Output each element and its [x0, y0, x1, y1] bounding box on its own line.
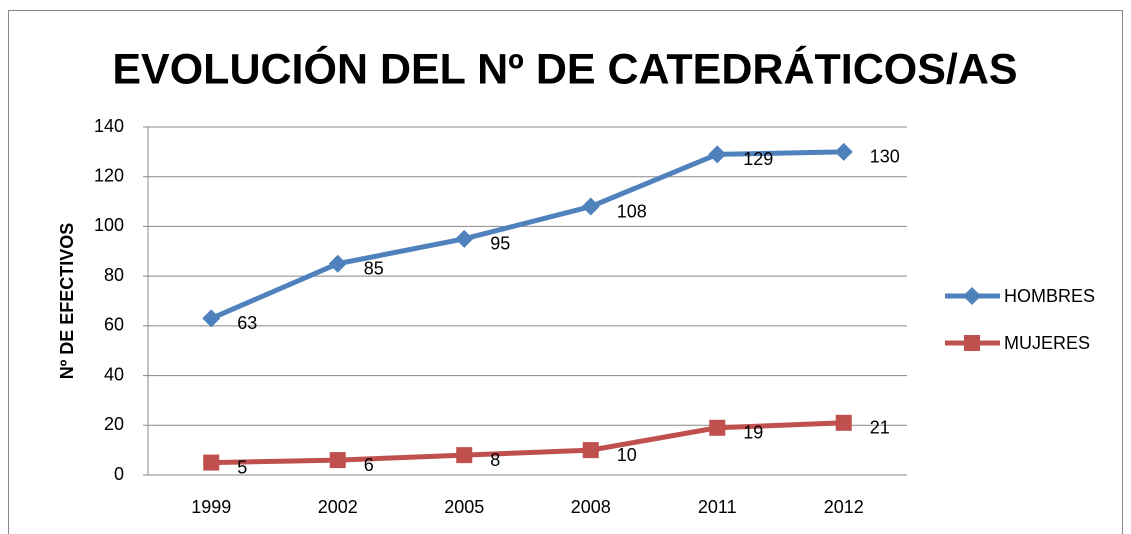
x-tick-label: 2012 [824, 497, 864, 517]
point-marker [455, 229, 474, 248]
y-tick-label: 60 [104, 315, 124, 335]
data-label: 10 [617, 445, 637, 465]
y-tick-label: 80 [104, 265, 124, 285]
point-marker [456, 447, 473, 464]
x-tick-label: 2005 [444, 497, 484, 517]
chart-title: EVOLUCIÓN DEL Nº DE CATEDRÁTICOS/AS [112, 44, 1017, 93]
legend-label: MUJERES [1004, 333, 1090, 353]
data-label: 21 [870, 418, 890, 438]
y-tick-label: 40 [104, 364, 124, 384]
point-marker [328, 254, 347, 273]
point-marker [329, 452, 346, 469]
legend-label: HOMBRES [1004, 286, 1095, 306]
y-tick-label: 140 [94, 116, 124, 136]
data-label: 108 [617, 201, 647, 221]
point-marker [202, 309, 221, 328]
point-marker [835, 414, 852, 431]
x-tick-label: 1999 [191, 497, 231, 517]
y-tick-label: 100 [94, 215, 124, 235]
point-marker [708, 145, 727, 164]
y-axis-label: Nº DE EFECTIVOS [57, 223, 77, 380]
data-label: 129 [743, 149, 773, 169]
y-tick-label: 120 [94, 165, 124, 185]
data-label: 5 [237, 457, 247, 477]
point-marker [581, 197, 600, 216]
data-label: 63 [237, 313, 257, 333]
series-line [210, 149, 844, 321]
data-label: 95 [490, 234, 510, 254]
data-label: 8 [490, 450, 500, 470]
y-tick-label: 0 [114, 464, 124, 484]
chart-frame [8, 10, 1123, 534]
x-tick-label: 2008 [571, 497, 611, 517]
legend-marker [964, 335, 980, 351]
x-tick-label: 2002 [318, 497, 358, 517]
series-line [211, 420, 844, 466]
legend-marker [963, 287, 981, 305]
point-marker [203, 454, 220, 471]
y-tick-label: 20 [104, 414, 124, 434]
data-label: 19 [743, 423, 763, 443]
point-marker [709, 419, 726, 436]
x-tick-label: 2011 [698, 497, 737, 517]
data-label: 6 [364, 455, 374, 475]
data-label: 85 [364, 258, 384, 278]
point-marker [834, 142, 853, 161]
point-marker [582, 442, 599, 459]
data-label: 130 [870, 147, 900, 167]
